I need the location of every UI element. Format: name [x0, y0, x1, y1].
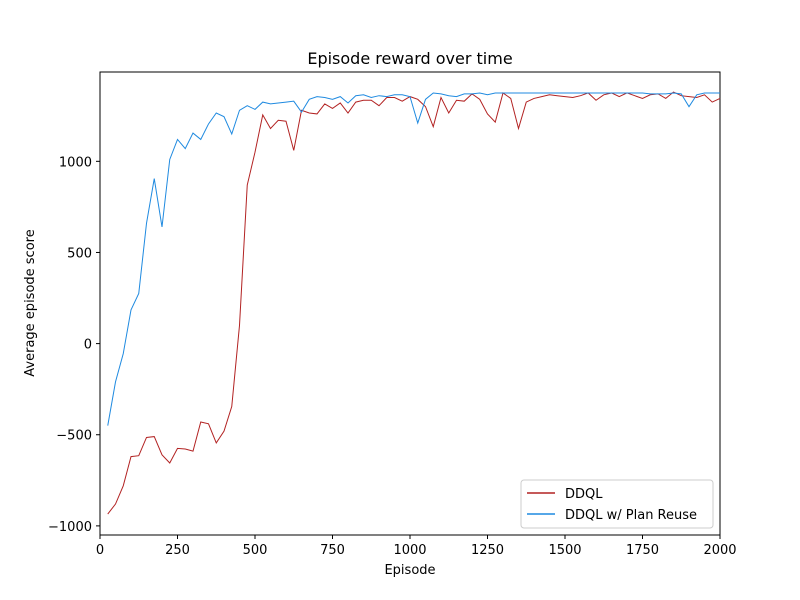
x-tick-label: 750 [320, 543, 345, 558]
y-axis: −1000 −500 0 500 1000 [48, 155, 100, 535]
x-tick-label: 1750 [626, 543, 659, 558]
series-line-1 [107, 92, 720, 426]
y-tick-label: −1000 [48, 520, 92, 535]
x-tick-label: 0 [96, 543, 104, 558]
plot-frame [99, 71, 721, 536]
chart-title: Episode reward over time [307, 49, 512, 68]
legend: DDQL DDQL w/ Plan Reuse [520, 479, 714, 529]
series-line-0 [107, 91, 721, 515]
y-tick-label: 1000 [59, 155, 92, 170]
x-tick-label: 1000 [393, 543, 426, 558]
plot-area [99, 71, 721, 536]
y-tick-label: 0 [84, 338, 92, 353]
x-tick-label: 500 [243, 543, 268, 558]
y-tick-label: −500 [56, 429, 92, 444]
y-axis-label: Average episode score [23, 229, 38, 376]
x-tick-label: 250 [165, 543, 190, 558]
y-tick-label: 500 [67, 246, 92, 261]
legend-box [520, 479, 714, 529]
x-tick-label: 1250 [471, 543, 504, 558]
x-tick-label: 1500 [548, 543, 581, 558]
x-axis-label: Episode [384, 563, 435, 578]
legend-label-1: DDQL w/ Plan Reuse [565, 508, 697, 523]
legend-label-0: DDQL [565, 487, 603, 502]
x-tick-label: 2000 [703, 543, 736, 558]
x-axis: 0 250 500 750 1000 1250 1500 1750 2000 [96, 535, 737, 558]
